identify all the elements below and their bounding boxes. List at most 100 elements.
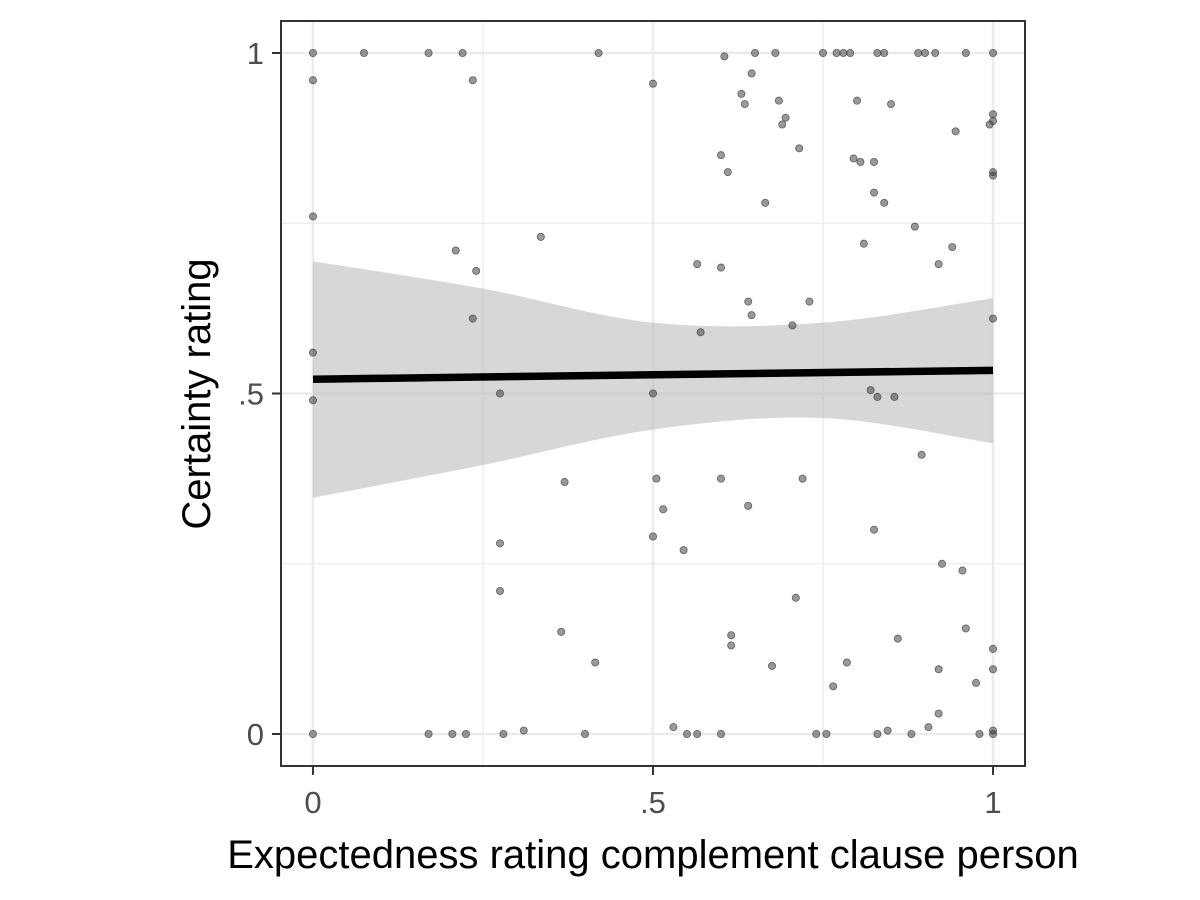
data-point	[768, 661, 777, 670]
data-point	[557, 627, 566, 636]
data-point	[961, 49, 970, 58]
y-axis-title: Certainty rating	[175, 258, 219, 529]
data-point	[989, 110, 998, 119]
data-point	[744, 297, 753, 306]
data-point	[747, 311, 756, 320]
data-point	[989, 665, 998, 674]
data-point	[308, 212, 317, 221]
data-point	[424, 729, 433, 738]
data-point	[720, 52, 729, 61]
data-point	[495, 389, 504, 398]
data-point	[870, 525, 879, 534]
data-point	[771, 49, 780, 58]
data-point	[934, 260, 943, 269]
data-point	[989, 49, 998, 58]
data-point	[580, 729, 589, 738]
data-point	[934, 709, 943, 718]
data-point	[958, 566, 967, 575]
data-point	[693, 260, 702, 269]
data-point	[856, 157, 865, 166]
data-point	[853, 96, 862, 105]
data-point	[788, 321, 797, 330]
data-point	[468, 76, 477, 85]
data-point	[880, 198, 889, 207]
y-tick-label: 1	[247, 36, 264, 71]
data-point	[805, 297, 814, 306]
data-point	[737, 89, 746, 98]
data-point	[890, 392, 899, 401]
data-point	[747, 69, 756, 78]
data-point	[914, 49, 923, 58]
data-point	[778, 120, 787, 129]
data-point	[679, 546, 688, 555]
data-point	[829, 682, 838, 691]
data-point	[591, 658, 600, 667]
data-point	[989, 117, 998, 126]
data-point	[468, 314, 477, 323]
data-point	[812, 729, 821, 738]
data-point	[424, 49, 433, 58]
data-point	[873, 729, 882, 738]
data-point	[649, 79, 658, 88]
data-point	[308, 348, 317, 357]
data-point	[461, 729, 470, 738]
data-point	[870, 188, 879, 197]
data-point	[842, 658, 851, 667]
data-point	[948, 243, 957, 252]
data-point	[594, 49, 603, 58]
data-point	[832, 49, 841, 58]
data-point	[819, 49, 828, 58]
data-point	[740, 100, 749, 109]
data-point	[989, 729, 998, 738]
data-point	[359, 49, 368, 58]
data-point	[887, 100, 896, 109]
data-point	[560, 478, 569, 487]
data-point	[781, 113, 790, 122]
data-point	[931, 49, 940, 58]
data-point	[727, 631, 736, 640]
data-point	[669, 723, 678, 732]
data-point	[883, 726, 892, 735]
x-axis-ticks: 0.5 1	[304, 766, 1002, 820]
confidence-band-area	[312, 261, 994, 498]
data-point	[870, 157, 879, 166]
data-point	[822, 729, 831, 738]
data-point	[798, 474, 807, 483]
data-point	[499, 729, 508, 738]
x-tick-label: .5	[640, 785, 666, 820]
data-point	[921, 49, 930, 58]
y-axis-ticks: 0.51	[238, 36, 281, 752]
data-point	[744, 501, 753, 510]
data-point	[951, 127, 960, 136]
data-point	[308, 729, 317, 738]
data-point	[717, 263, 726, 272]
data-point	[751, 49, 760, 58]
data-point	[989, 171, 998, 180]
data-point	[683, 729, 692, 738]
data-point	[839, 49, 848, 58]
data-point	[873, 49, 882, 58]
data-point	[880, 49, 889, 58]
data-point	[849, 154, 858, 163]
data-point	[989, 314, 998, 323]
data-point	[451, 246, 460, 255]
data-point	[934, 665, 943, 674]
y-tick-label: 0	[247, 717, 264, 752]
data-point	[972, 678, 981, 687]
data-point	[795, 144, 804, 153]
data-point	[846, 49, 855, 58]
data-point	[791, 593, 800, 602]
data-point	[649, 532, 658, 541]
confidence-band	[312, 261, 994, 498]
regression-line-path	[312, 366, 994, 383]
data-point	[495, 539, 504, 548]
data-point	[717, 729, 726, 738]
data-point	[519, 726, 528, 735]
data-point	[448, 729, 457, 738]
data-point	[917, 450, 926, 459]
data-point	[659, 505, 668, 514]
data-point	[536, 232, 545, 241]
data-point	[989, 644, 998, 653]
data-point	[308, 396, 317, 405]
